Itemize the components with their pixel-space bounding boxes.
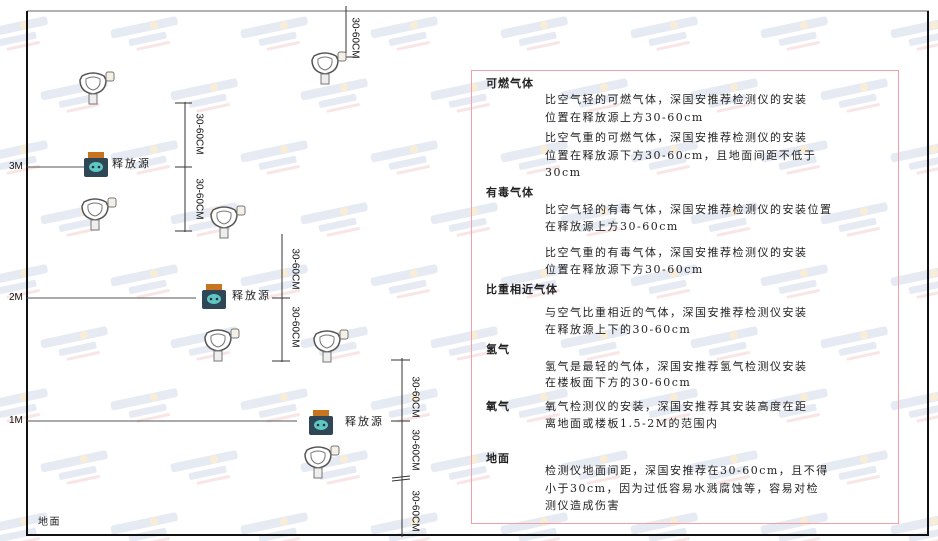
gas-detector-icon	[79, 71, 115, 105]
gas-detector-icon	[311, 51, 347, 85]
dimension-label: 30-60CM	[193, 113, 205, 155]
release-source-icon	[202, 284, 226, 309]
level-2m-label: 2M	[9, 292, 23, 303]
section-heading: 地面	[486, 452, 510, 465]
gas-detector-icon	[304, 445, 340, 479]
guide-text-line: 位置在释放源上方30-60cm	[545, 111, 704, 124]
guide-text-line: 比空气重的有毒气体，深国安推荐检测仪的安装	[545, 246, 808, 259]
section-heading: 比重相近气体	[486, 283, 558, 296]
guide-text-line: 离地面或楼板1.5-2M的范围内	[545, 417, 719, 430]
ground-label: 地面	[38, 517, 61, 528]
guide-text-line: 比空气轻的有毒气体，深国安推荐检测仪的安装位置	[545, 203, 833, 216]
section-heading: 氧气	[486, 400, 510, 413]
guide-text-line: 位置在释放源下方30-60cm，且地面间距不低于	[545, 149, 817, 162]
guide-text-line: 在释放源上方30-60cm	[545, 220, 679, 233]
dimension-label: 30-60CM	[193, 178, 205, 220]
section-heading: 有毒气体	[486, 186, 534, 199]
guide-text-line: 氢气是最轻的气体，深国安推荐氢气检测仪安装	[545, 360, 808, 373]
guide-text-line: 测仪造成伤害	[545, 499, 620, 512]
dimension-label: 30-60CM	[409, 376, 421, 418]
release-source-label: 释放源	[345, 415, 384, 428]
guide-text-line: 比空气轻的可燃气体，深国安推荐检测仪的安装	[545, 93, 808, 106]
gas-detector-icon	[313, 329, 349, 363]
guide-text-line: 小于30cm，因为过低容易水溅腐蚀等，容易对检	[545, 482, 820, 495]
guide-text-line: 与空气比重相近的气体，深国安推荐检测仪安装	[545, 306, 808, 319]
gas-detector-icon	[81, 197, 117, 231]
release-source-icon	[309, 410, 333, 435]
guide-text-line: 检测仪地面间距，深国安推荐在30-60cm，且不得	[545, 464, 829, 477]
gas-detector-icon	[210, 205, 246, 239]
dimension-label: 30-60CM	[289, 248, 301, 290]
guide-text-line: 在楼板面下方的30-60cm	[545, 376, 692, 389]
dimension-lines	[175, 6, 411, 537]
release-source-label: 释放源	[232, 289, 271, 302]
dimension-label: 30-60CM	[349, 17, 361, 59]
release-source-icon	[84, 152, 108, 177]
section-heading: 氢气	[486, 343, 510, 356]
level-1m-label: 1M	[9, 415, 23, 426]
guide-panel	[471, 70, 899, 524]
dimension-label: 30-60CM	[289, 306, 301, 348]
guide-text-line: 在释放源上下的30-60cm	[545, 323, 692, 336]
guide-text-line: 位置在释放源下方30-60cm	[545, 263, 704, 276]
guide-text-line: 30cm	[545, 166, 582, 179]
guide-text-line: 比空气重的可燃气体，深国安推荐检测仪的安装	[545, 131, 808, 144]
guide-text-line: 氧气检测仪的安装，深国安推荐其安装高度在距	[545, 400, 808, 413]
release-source-label: 释放源	[112, 157, 151, 170]
section-heading: 可燃气体	[486, 77, 534, 90]
dimension-label: 30-60CM	[409, 490, 421, 532]
gas-detector-icon	[204, 328, 240, 362]
dimension-label: 30-60CM	[409, 429, 421, 471]
level-3m-label: 3M	[9, 161, 23, 172]
